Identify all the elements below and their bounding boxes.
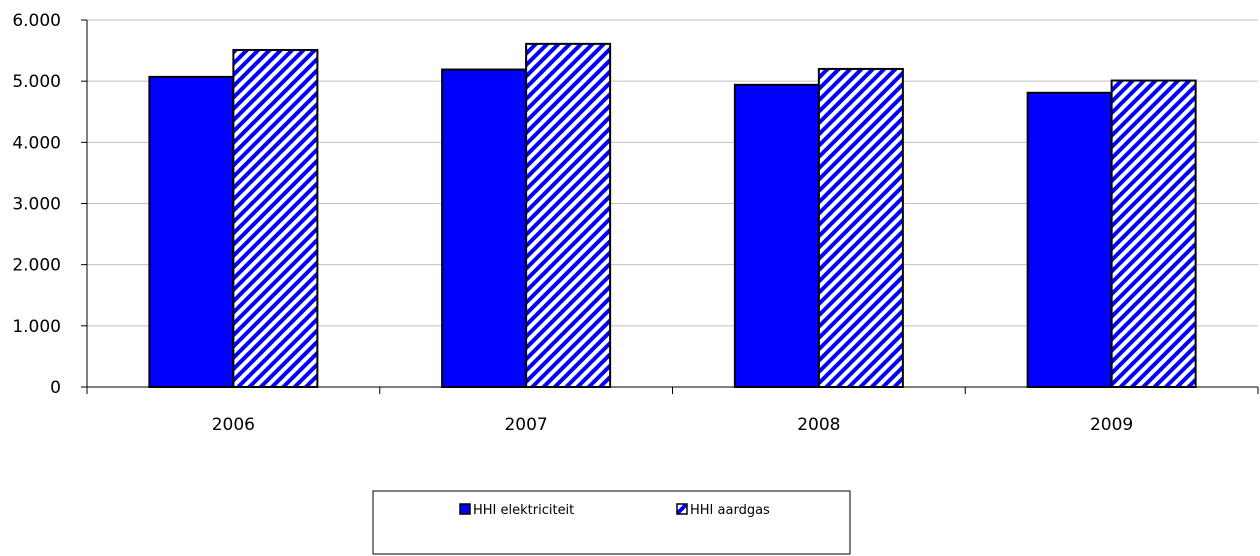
x-tick-label: 2006 — [212, 415, 255, 435]
legend-swatch — [459, 503, 471, 515]
axis-labels: 0 1.000 2.000 3.000 4.000 5.000 6.000 2006 2007 2… — [12, 11, 1133, 435]
y-tick-label: 3.000 — [12, 195, 61, 215]
bar-elektriciteit-2008 — [733, 83, 820, 388]
y-tick-label: 1.000 — [12, 317, 61, 337]
bar-elektriciteit-2009 — [1026, 91, 1113, 388]
legend: HHI elektriciteit HHI aardgas — [372, 490, 851, 555]
y-tick-label: 6.000 — [12, 11, 61, 31]
bar-elektriciteit-2006 — [148, 75, 235, 388]
y-tick-label: 2.000 — [12, 256, 61, 276]
legend-entry-label: HHI aardgas — [690, 503, 770, 518]
y-tick-label: 0 — [50, 378, 61, 398]
bar-aardgas-2006 — [232, 48, 319, 388]
x-tick-label: 2008 — [797, 415, 840, 435]
x-tick-label: 2007 — [504, 415, 547, 435]
legend-swatch — [676, 503, 688, 515]
legend-box — [372, 490, 851, 555]
bar-aardgas-2008 — [817, 67, 904, 389]
bars — [148, 42, 1197, 389]
legend-entry-label: HHI elektriciteit — [473, 503, 574, 518]
x-tick-label: 2009 — [1090, 415, 1133, 435]
y-tick-label: 4.000 — [12, 133, 61, 153]
bar-elektriciteit-2007 — [441, 68, 528, 388]
y-tick-label: 5.000 — [12, 72, 61, 92]
bar-aardgas-2009 — [1110, 79, 1197, 389]
bar-aardgas-2007 — [525, 42, 612, 388]
